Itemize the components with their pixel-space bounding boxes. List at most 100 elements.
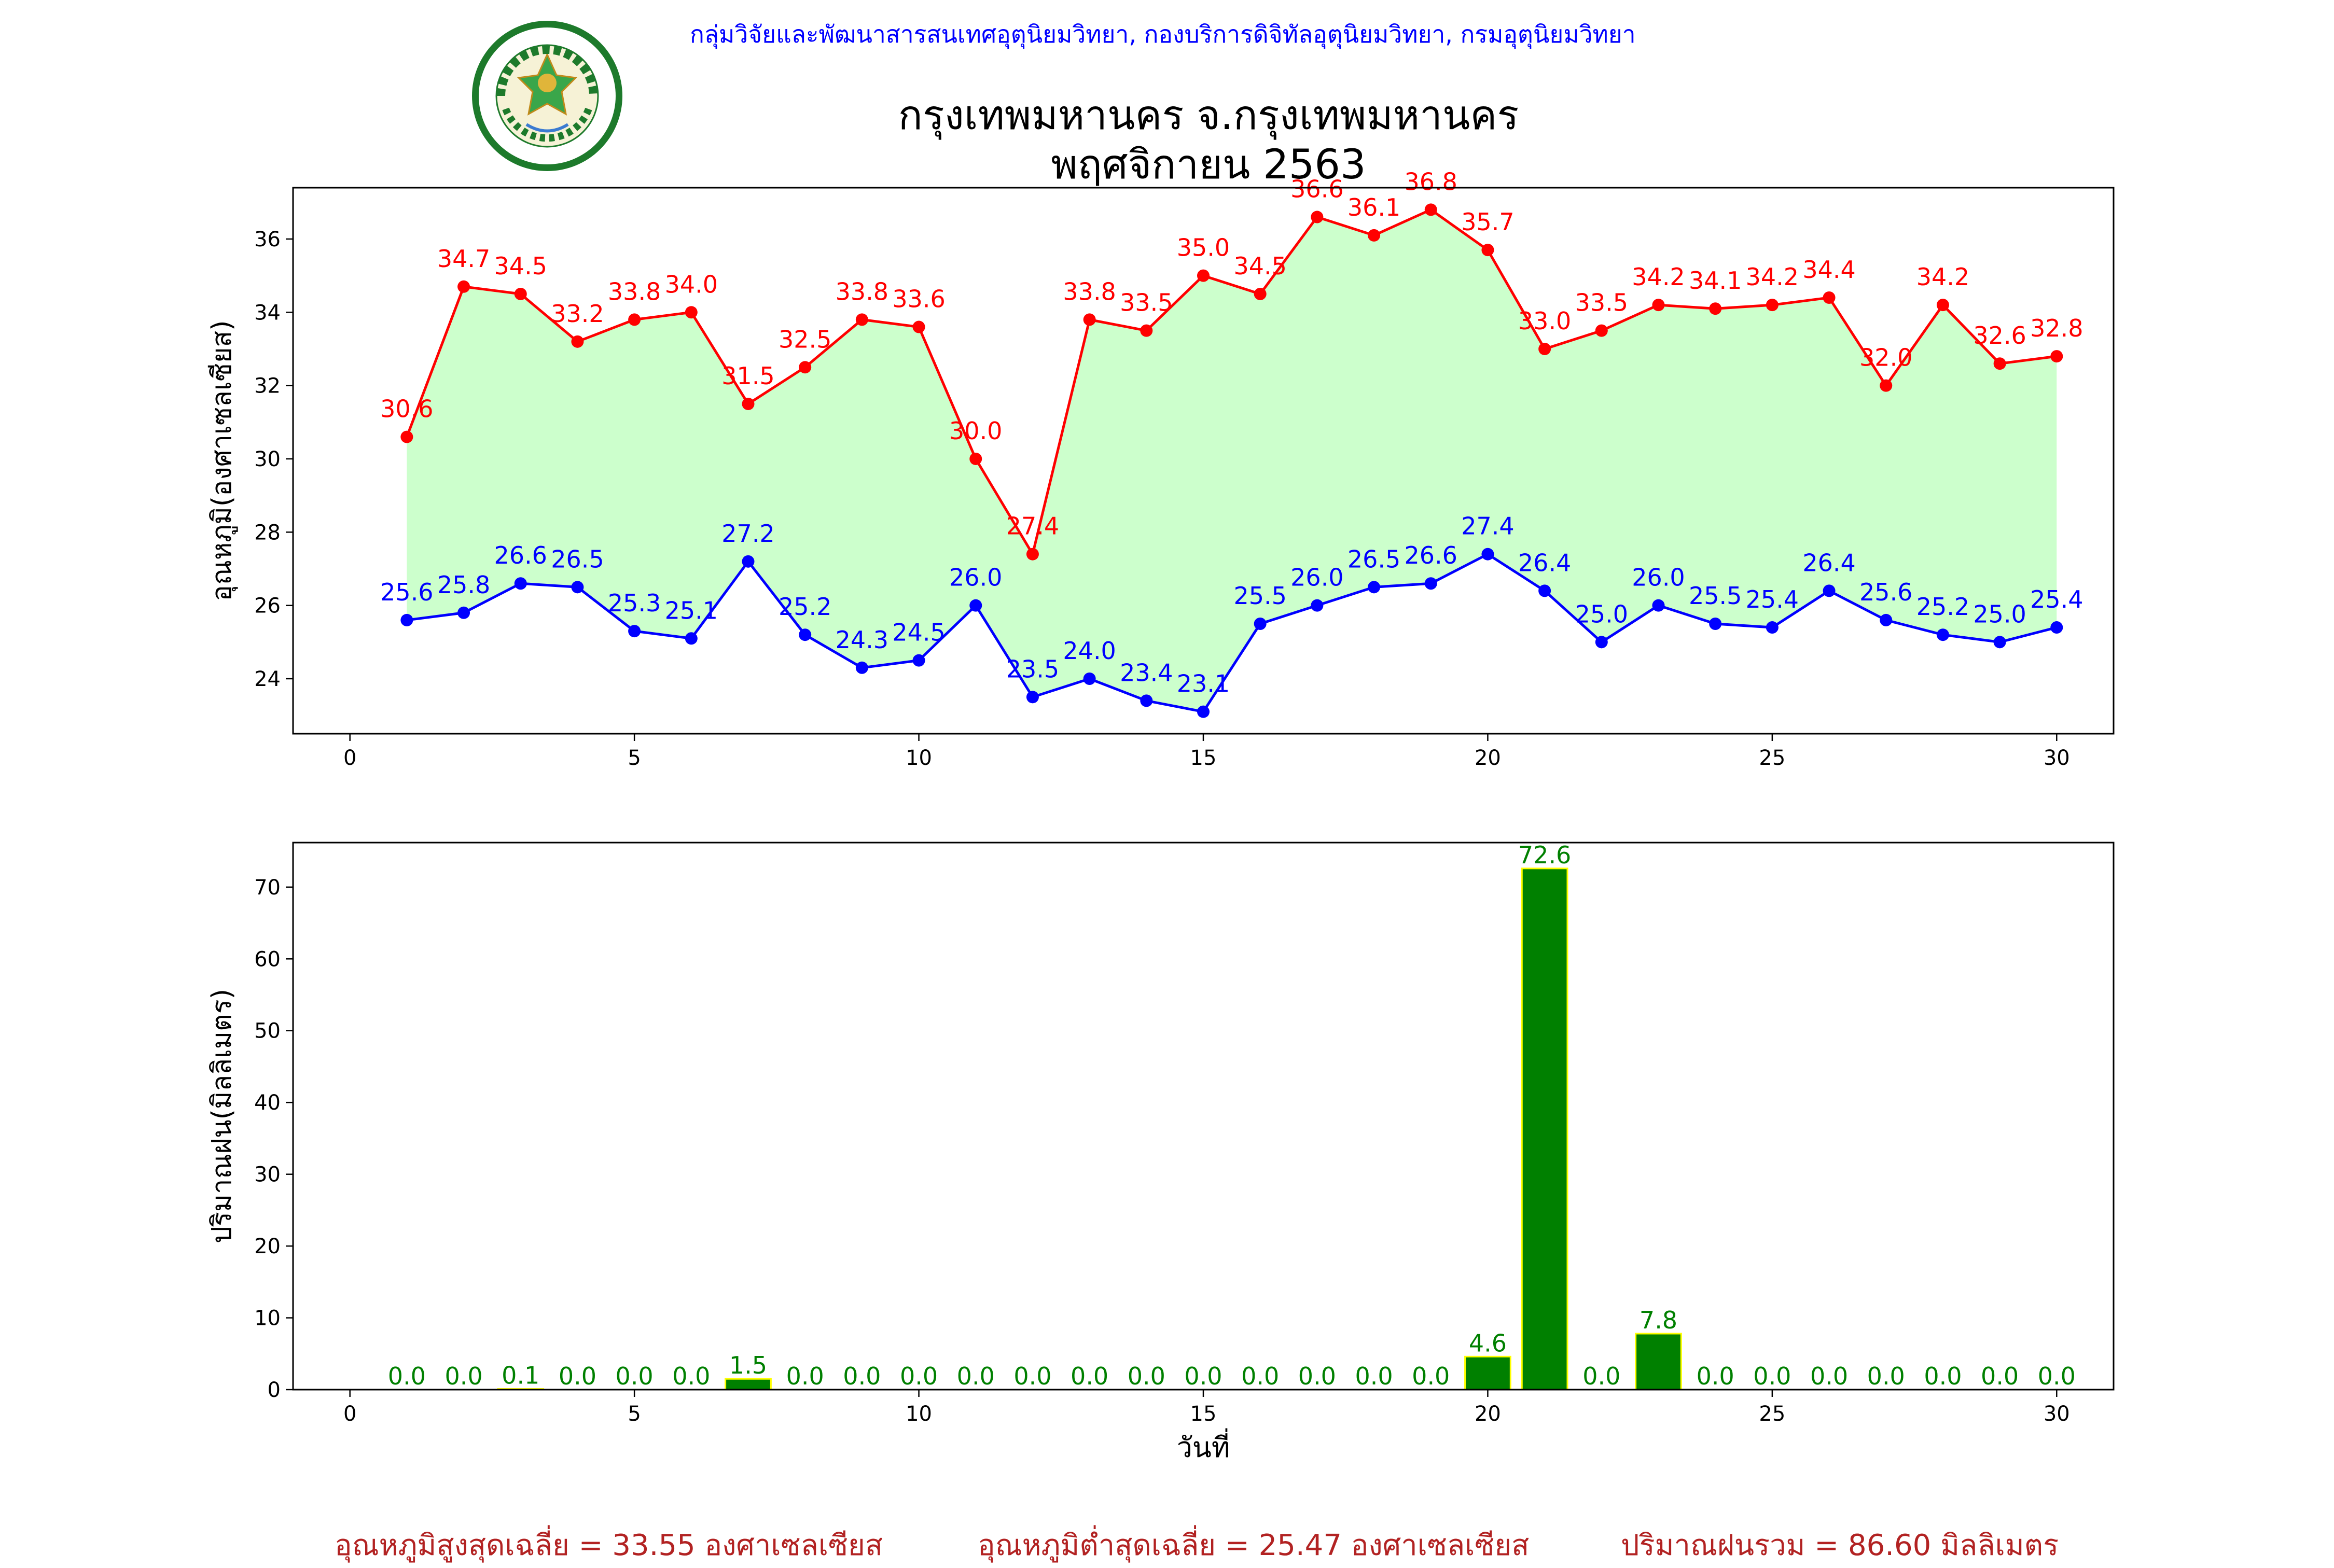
y-tick-label: 36 (254, 228, 281, 251)
max-temp-point (1197, 269, 1210, 282)
min-temp-data-label: 25.4 (1746, 585, 1799, 613)
max-temp-point (1766, 299, 1779, 312)
summary-avg-max-temp: อุณหภูมิสูงสุดเฉลี่ย = 33.55 องศาเซลเซีย… (335, 1529, 883, 1562)
max-temp-data-label: 31.5 (721, 362, 774, 390)
y-axis-label: อุณหภูมิ(องศาเซลเซียส) (206, 320, 238, 601)
max-temp-point (1481, 244, 1494, 257)
min-temp-data-label: 26.0 (1632, 564, 1685, 592)
summary-avg-min-temp: อุณหภูมิต่ำสุดเฉลี่ย = 25.47 องศาเซลเซีย… (978, 1529, 1530, 1562)
min-temp-line (407, 552, 2057, 713)
min-temp-point (1311, 599, 1324, 612)
rainfall-chart: 0.0 0.0 0.1 0.0 0.0 0.0 1.5 0.0 0.0 0.0 0.0 0.0 0.0 0… (206, 841, 2115, 1464)
min-temp-data-label: 23.1 (1177, 670, 1230, 698)
min-temp-point (1424, 577, 1437, 590)
y-tick-label: 60 (254, 947, 281, 971)
max-temp-data-label: 34.2 (1632, 263, 1685, 291)
min-temp-data-label: 25.2 (779, 593, 831, 621)
rain-data-label: 0.0 (672, 1362, 710, 1390)
meteorological-department-logo (472, 21, 622, 171)
min-temp-point (1538, 584, 1551, 597)
rain-data-label: 72.6 (1518, 841, 1571, 869)
min-temp-data-label: 25.2 (1916, 593, 1969, 621)
min-temp-data-label: 26.0 (1290, 564, 1343, 592)
min-temp-point (1140, 694, 1153, 707)
max-temp-point (1538, 342, 1551, 355)
max-temp-point (1140, 324, 1153, 337)
rain-bar (725, 1378, 772, 1391)
y-tick-label: 30 (254, 447, 281, 471)
min-temp-point (1026, 691, 1039, 704)
temperature-range-fill (407, 209, 2057, 712)
plot-frame (292, 842, 2115, 1391)
rain-data-label: 4.6 (1469, 1329, 1507, 1357)
x-tick-label: 5 (628, 746, 641, 770)
min-temp-point (1595, 636, 1608, 649)
max-temp-data-label: 33.2 (551, 300, 604, 328)
max-temp-point (1083, 313, 1096, 326)
y-tick-label: 20 (254, 1235, 281, 1258)
max-temp-point (742, 397, 755, 410)
min-temp-point (1880, 613, 1893, 626)
chart-title-location: กรุงเทพมหานคร จ.กรุงเทพมหานคร (898, 92, 1519, 139)
y-axis-label: ปริมาณฝน(มิลลิเมตร) (206, 989, 238, 1243)
min-temp-data-label: 24.3 (836, 626, 888, 654)
max-temp-point (1026, 548, 1039, 561)
max-temp-data-label: 34.2 (1916, 263, 1969, 291)
y-tick-label: 50 (254, 1019, 281, 1043)
rain-data-label: 0.0 (1810, 1362, 1848, 1390)
max-temp-data-label: 32.6 (1973, 321, 2026, 349)
max-temp-data-label: 35.0 (1177, 234, 1230, 262)
max-temp-data-label: 34.0 (665, 270, 718, 298)
y-tick-label: 70 (254, 876, 281, 900)
rain-data-label: 0.0 (957, 1362, 995, 1390)
rain-data-label: 0.0 (1355, 1362, 1393, 1390)
max-temp-data-label: 32.8 (2030, 314, 2083, 342)
min-temp-data-label: 26.5 (551, 545, 604, 573)
y-tick-label: 10 (254, 1307, 281, 1331)
rain-data-label: 0.0 (1867, 1362, 1905, 1390)
min-temp-data-label: 25.8 (437, 571, 490, 599)
x-axis-label: วันที่ (1177, 1428, 1230, 1464)
min-temp-point (912, 654, 925, 667)
rain-data-label: 0.0 (1753, 1362, 1791, 1390)
min-temp-point (855, 661, 868, 674)
min-temp-point (685, 632, 698, 645)
max-temp-data-label: 33.5 (1575, 289, 1628, 317)
min-temp-data-label: 26.0 (949, 564, 1002, 592)
max-temp-data-label: 34.5 (1233, 252, 1286, 280)
y-tick-label: 32 (254, 374, 281, 398)
max-temp-data-label: 34.2 (1746, 263, 1799, 291)
max-temp-data-label: 34.4 (1802, 256, 1855, 284)
max-temp-point (2050, 350, 2063, 363)
min-temp-data-label: 25.5 (1233, 582, 1286, 610)
max-temp-data-label: 34.1 (1689, 267, 1742, 295)
rain-data-label: 0.0 (444, 1362, 482, 1390)
rain-data-label: 0.0 (1071, 1362, 1108, 1390)
rain-data-label: 0.0 (616, 1362, 654, 1390)
max-temp-point (685, 306, 698, 319)
min-temp-point (514, 577, 527, 590)
max-temp-point (1595, 324, 1608, 337)
y-tick-label: 26 (254, 594, 281, 618)
max-temp-data-label: 34.7 (437, 245, 490, 273)
rain-data-label: 1.5 (729, 1351, 767, 1379)
min-temp-data-label: 27.4 (1461, 512, 1514, 540)
max-temp-point (457, 280, 470, 293)
max-temp-line (406, 208, 2057, 558)
max-temp-point (855, 313, 868, 326)
min-temp-data-label: 25.3 (608, 589, 661, 617)
y-tick-label: 24 (254, 667, 281, 691)
max-temp-data-label: 35.7 (1461, 208, 1514, 236)
chart-title-month: พฤศจิกายน 2563 (1051, 142, 1366, 188)
min-temp-data-label: 24.0 (1063, 637, 1116, 665)
rain-data-label: 0.0 (900, 1362, 938, 1390)
min-temp-point (1936, 628, 1949, 641)
rain-bar (1464, 1355, 1511, 1391)
min-temp-point (1993, 636, 2006, 649)
rain-data-label: 0.0 (1184, 1362, 1222, 1390)
min-temp-data-label: 27.2 (721, 520, 774, 548)
min-temp-point (2050, 621, 2063, 634)
min-temp-point (571, 581, 584, 594)
min-temp-point (1766, 621, 1779, 634)
